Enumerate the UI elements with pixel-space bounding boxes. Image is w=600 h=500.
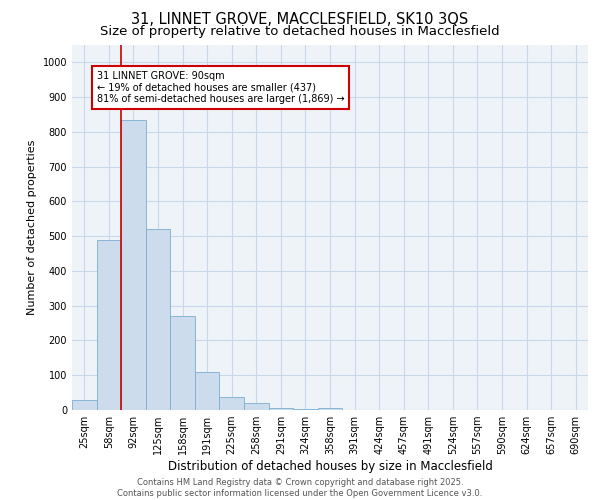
X-axis label: Distribution of detached houses by size in Macclesfield: Distribution of detached houses by size … [167,460,493,473]
Bar [146,229,170,410]
Bar [244,403,269,410]
Y-axis label: Number of detached properties: Number of detached properties [27,140,37,315]
Bar [72,400,97,410]
Text: 31, LINNET GROVE, MACCLESFIELD, SK10 3QS: 31, LINNET GROVE, MACCLESFIELD, SK10 3QS [131,12,469,28]
Text: Contains HM Land Registry data © Crown copyright and database right 2025.
Contai: Contains HM Land Registry data © Crown c… [118,478,482,498]
Bar [195,372,220,410]
Bar [97,240,121,410]
Bar [170,316,195,410]
Bar [220,397,244,410]
Text: Size of property relative to detached houses in Macclesfield: Size of property relative to detached ho… [100,25,500,38]
Bar [269,408,293,410]
Bar [121,120,146,410]
Bar [318,408,342,410]
Text: 31 LINNET GROVE: 90sqm
← 19% of detached houses are smaller (437)
81% of semi-de: 31 LINNET GROVE: 90sqm ← 19% of detached… [97,71,344,104]
Bar [293,409,318,410]
